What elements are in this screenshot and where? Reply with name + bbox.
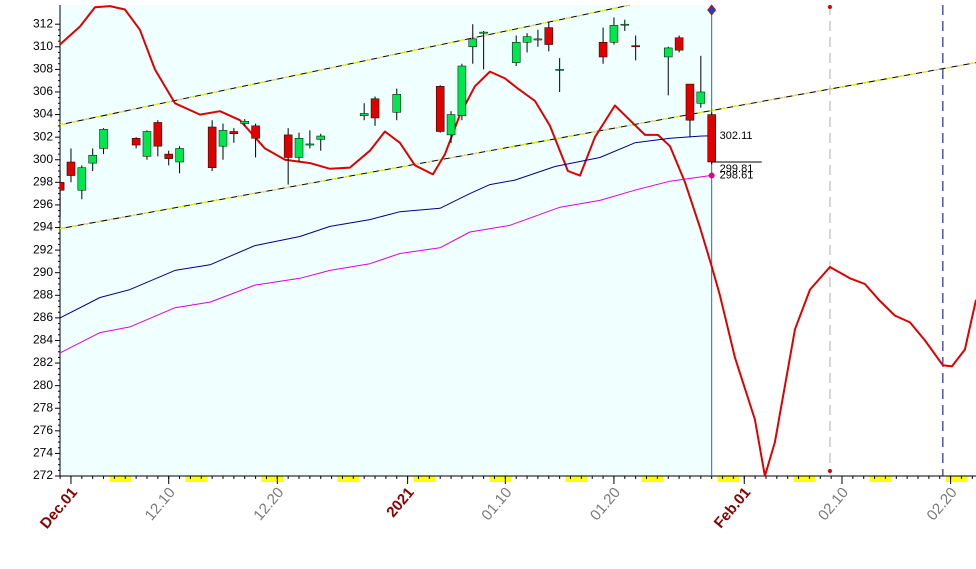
y-tick-label: 276: [33, 423, 53, 437]
y-tick-label: 302: [33, 129, 53, 143]
y-tick-label: 286: [33, 310, 53, 324]
y-tick-label: 272: [33, 468, 53, 482]
y-tick-label: 306: [33, 84, 53, 98]
candle-body: [457, 65, 467, 116]
candle-body: [88, 154, 97, 164]
y-tick-label: 292: [33, 242, 53, 256]
y-tick-label: 290: [33, 265, 53, 279]
y-tick-label: 278: [33, 400, 53, 414]
candle-body: [229, 131, 239, 135]
weekend-marker: [793, 476, 816, 482]
cursor-marker: [707, 4, 717, 16]
candle-body: [218, 130, 228, 147]
weekend-marker: [109, 476, 132, 482]
candle-body: [77, 167, 87, 191]
y-tick-label: 310: [33, 39, 53, 53]
candle-body: [283, 134, 293, 158]
indicator-line: [60, 5, 976, 476]
y-tick-label: 312: [33, 16, 53, 30]
indicator-line: [60, 174, 712, 354]
candle-body: [99, 128, 108, 149]
price-label: 302.11: [720, 130, 753, 142]
candle-body: [555, 69, 564, 71]
weekend-marker: [717, 476, 740, 482]
y-tick-label: 304: [33, 107, 53, 121]
candle-body: [392, 93, 402, 113]
candle-body: [674, 37, 684, 51]
candle-body: [609, 25, 619, 43]
candle-body: [685, 83, 695, 121]
candle-body: [446, 114, 456, 136]
candle-body: [175, 148, 184, 163]
y-tick-label: 294: [33, 220, 53, 234]
vline-dot: [827, 469, 832, 473]
y-tick-label: 298: [33, 175, 53, 189]
y-tick-label: 288: [33, 287, 53, 301]
candle-body: [305, 143, 315, 146]
price-label: 298.61: [720, 169, 754, 181]
weekend-marker: [337, 476, 360, 482]
candle-body: [294, 138, 304, 158]
candle-body: [131, 138, 141, 146]
y-tick-label: 296: [33, 197, 53, 211]
weekend-marker: [185, 476, 208, 482]
y-tick-label: 284: [33, 333, 53, 347]
weekend-marker: [489, 476, 512, 482]
candle-body: [631, 45, 640, 48]
candle-body: [142, 131, 152, 157]
y-tick-label: 282: [33, 355, 53, 369]
weekend-marker: [565, 476, 588, 482]
candle-body: [164, 153, 173, 159]
trend-line-dash: [60, 5, 631, 126]
candle-body: [370, 98, 380, 119]
line-end-dot: [708, 172, 715, 179]
plot-area: [60, 5, 976, 476]
history-area: [60, 5, 712, 476]
candle-body: [663, 47, 673, 58]
weekend-marker: [869, 476, 892, 482]
weekend-marker: [641, 476, 664, 482]
vline-dot: [827, 5, 832, 9]
candle-body: [511, 42, 521, 63]
candle-body: [240, 121, 249, 124]
candle-body: [533, 38, 543, 41]
indicator-line: [60, 135, 712, 319]
candle-body: [359, 113, 369, 116]
candle-body: [468, 38, 478, 48]
trend-line: [60, 62, 976, 230]
y-tick-label: 300: [33, 152, 53, 166]
candle-body: [66, 161, 76, 176]
weekend-marker: [945, 476, 968, 482]
candle-body: [620, 23, 630, 26]
candle-body: [598, 42, 608, 58]
candle-body: [316, 135, 325, 140]
weekend-marker: [413, 476, 436, 482]
candle-body: [251, 125, 260, 139]
candle-body: [60, 182, 65, 191]
candle-body: [522, 36, 532, 43]
candle-body: [544, 27, 554, 45]
candle-body: [479, 31, 488, 34]
candle-body: [207, 126, 217, 168]
y-tick-label: 280: [33, 378, 53, 392]
weekend-marker: [261, 476, 284, 482]
candle-body: [153, 122, 163, 147]
candle-body: [696, 91, 706, 104]
y-tick-label: 308: [33, 62, 53, 76]
y-tick-label: 274: [33, 446, 53, 460]
price-label: 299.81: [720, 163, 754, 175]
plot-background: [60, 5, 712, 476]
candle-body: [435, 86, 445, 132]
candle-body: [707, 114, 716, 163]
